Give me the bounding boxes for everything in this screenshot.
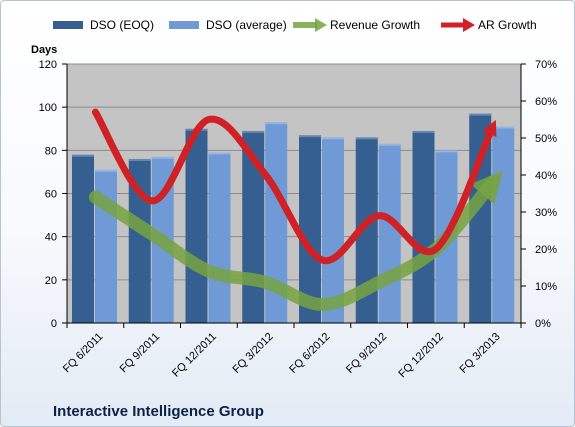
legend-arrowhead — [315, 18, 327, 32]
bar — [412, 130, 435, 323]
company-name: Interactive Intelligence Group — [53, 403, 264, 420]
y-tick-label-left: 120 — [39, 59, 57, 71]
x-tick-label: FQ 6/2012 — [287, 331, 332, 376]
y-tick-label-left: 40 — [45, 232, 57, 244]
x-tick-label: FQ 3/2013 — [458, 331, 503, 376]
legend-label: DSO (EOQ) — [90, 18, 154, 32]
y-tick-label-left: 20 — [45, 275, 57, 287]
bar — [299, 135, 321, 323]
y-tick-label-left: 80 — [45, 145, 57, 157]
x-tick-label: FQ 9/2011 — [118, 331, 163, 376]
bar-highlight — [151, 156, 174, 159]
y-tick-label-right: 40% — [535, 170, 557, 182]
x-axis-ticks: FQ 6/2011 FQ 9/2011 FQ 12/2011 FQ 3/2012 FQ … — [61, 331, 503, 381]
y-tick-label-left: 100 — [39, 102, 57, 114]
y-tick-label-left: 60 — [45, 189, 57, 201]
bar — [208, 152, 231, 323]
bar-highlight — [435, 150, 458, 153]
legend-swatch — [53, 21, 83, 29]
x-tick-label: FQ 12/2011 — [170, 331, 219, 380]
legend-label: Revenue Growth — [330, 18, 420, 32]
bar — [355, 137, 378, 323]
y-tick-label-right: 70% — [535, 59, 557, 71]
y-tick-label-right: 30% — [535, 207, 557, 219]
bar-highlight — [72, 154, 94, 157]
legend-label: AR Growth — [478, 18, 537, 32]
y-tick-label-right: 10% — [535, 281, 557, 293]
x-tick-label: FQ 3/2012 — [231, 331, 276, 376]
bar-highlight — [128, 158, 151, 161]
x-tick-label: FQ 9/2012 — [344, 331, 389, 376]
bar-highlight — [378, 143, 401, 146]
bar-highlight — [355, 137, 378, 140]
y-tick-label-right: 50% — [535, 133, 557, 145]
bar — [72, 154, 94, 323]
bar-highlight — [265, 122, 288, 125]
bar-highlight — [469, 113, 492, 116]
bar — [322, 137, 344, 323]
legend: DSO (EOQ) DSO (average) Revenue Growth AR G… — [53, 18, 537, 32]
y-axis-right-ticks: 0% 10% 20% 30% 40% 50% 60% 70% — [535, 59, 557, 330]
x-tick-label: FQ 12/2012 — [396, 331, 446, 381]
legend-label: DSO (average) — [206, 18, 287, 32]
y-axis-title-left: Days — [31, 44, 57, 56]
y-tick-label-left: 0 — [51, 318, 57, 330]
bar-highlight — [242, 130, 265, 133]
axes — [62, 63, 526, 328]
bar-highlight — [322, 137, 344, 140]
bar-highlight — [208, 152, 231, 155]
line-series — [88, 108, 503, 311]
bar-highlight — [492, 126, 515, 129]
bar-highlight — [412, 130, 435, 133]
y-tick-label-right: 0% — [535, 318, 551, 330]
bar — [378, 143, 401, 323]
y-axis-left-ticks: 0 20 40 60 80 100 120 — [39, 59, 57, 330]
legend-swatch — [169, 21, 199, 29]
bar — [265, 122, 288, 324]
x-tick-label: FQ 6/2011 — [61, 331, 106, 376]
bar-highlight — [95, 169, 117, 172]
y-tick-label-right: 60% — [535, 96, 557, 108]
legend-arrowhead — [463, 18, 475, 32]
y-tick-label-right: 20% — [535, 244, 557, 256]
bar — [185, 128, 208, 323]
series-line — [91, 108, 497, 265]
bar — [492, 126, 515, 323]
bar-highlight — [299, 135, 321, 138]
